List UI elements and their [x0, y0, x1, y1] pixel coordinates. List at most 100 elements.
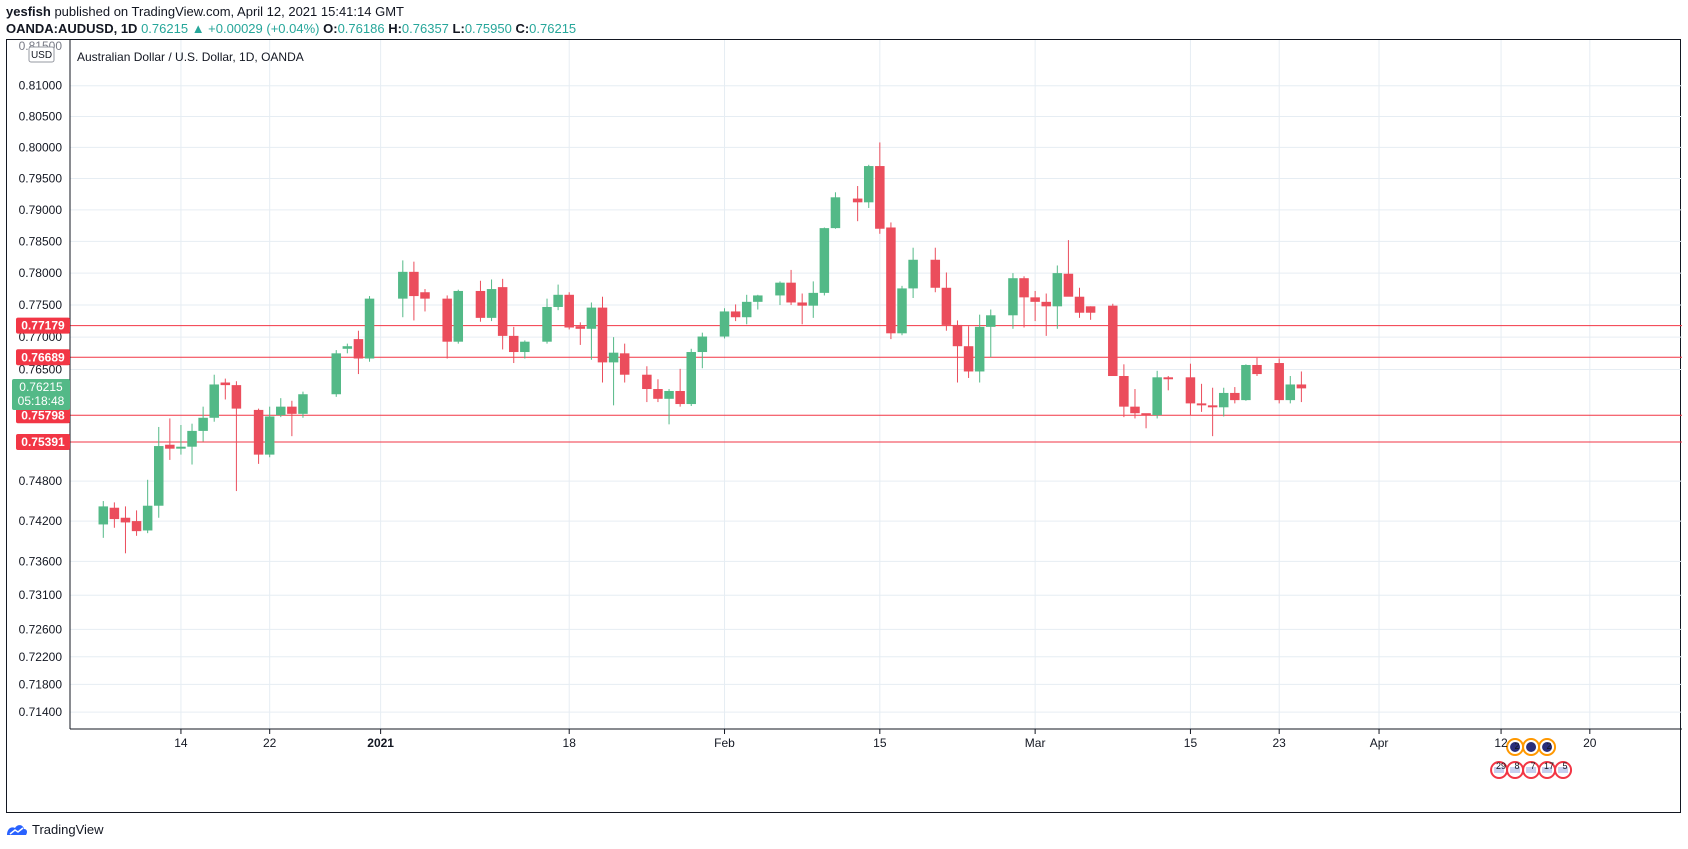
- event-marker-count: 5: [1563, 761, 1568, 771]
- low-value: 0.75950: [464, 21, 512, 36]
- event-marker-count: 2: [1515, 741, 1520, 751]
- x-tick-label: 15: [1184, 736, 1198, 750]
- price-axis: 0.81000 0.80500 0.80000 0.79500 0.79000 0.785…: [19, 40, 63, 719]
- candle-down: [353, 339, 364, 359]
- time-axis: 14 22 2021 18 Feb 15 Mar 15 23 Apr 12 20: [174, 729, 1597, 750]
- x-tick-label: Apr: [1370, 736, 1389, 750]
- event-marker-count: 2: [1547, 741, 1552, 751]
- candle-down: [109, 507, 120, 520]
- open-label: O:: [323, 21, 338, 36]
- candle-down: [619, 353, 630, 375]
- open-value: 0.76186: [337, 21, 385, 36]
- event-marker-count: 8: [1515, 761, 1520, 771]
- candle-up: [974, 326, 985, 372]
- candle-down: [730, 311, 741, 318]
- candle-up: [1218, 392, 1229, 408]
- candle-up: [686, 352, 696, 405]
- candle-down: [1274, 363, 1284, 401]
- level-price-badge: [16, 434, 70, 451]
- candle-up: [542, 306, 552, 342]
- candle-up: [808, 292, 819, 306]
- candle-up: [741, 301, 752, 318]
- candle-down: [653, 389, 663, 399]
- candle-down: [952, 324, 963, 347]
- candle-down: [1163, 377, 1174, 380]
- chart-frame[interactable]: 2 2 29 8 7 17 5 0.81000 0.80500 0.80000 0.79500 0.…: [6, 39, 1682, 814]
- flag-au-icon: [1542, 742, 1553, 752]
- candle-down: [675, 390, 685, 405]
- flag-us-icon: [1494, 767, 1505, 773]
- candlestick-chart[interactable]: 2 229 8 7 17 5 0.810000.805000.800000.795000.…: [7, 40, 1682, 814]
- y-tick-label: 0.80000: [19, 140, 63, 154]
- candle-down: [642, 374, 652, 390]
- footer[interactable]: TradingView: [6, 822, 104, 837]
- flag-us-icon: [1558, 767, 1569, 773]
- candle-up: [1052, 273, 1063, 307]
- candle-down: [1019, 278, 1029, 298]
- close-value: 0.76215: [529, 21, 577, 36]
- candle-up: [553, 294, 563, 307]
- x-tick-label: Mar: [1025, 736, 1046, 750]
- candle-down: [941, 287, 952, 325]
- candle-up: [753, 295, 763, 302]
- candle-down: [1085, 306, 1096, 313]
- candle-down: [420, 292, 430, 299]
- level-price-badge: [16, 349, 70, 366]
- ohlc-line: OANDA:AUDUSD, 1D 0.76215 ▲ +0.00029 (+0.…: [6, 21, 576, 36]
- event-marker-count: 17: [1544, 761, 1554, 771]
- candle-up: [153, 446, 164, 506]
- level-price-badge: [16, 407, 70, 424]
- candle-up: [176, 446, 186, 449]
- candle-down: [1063, 273, 1074, 297]
- candles: [98, 142, 1307, 554]
- y-tick-label: 0.80500: [19, 109, 63, 123]
- y-tick-label: 0.74800: [19, 474, 63, 488]
- candle-up: [342, 346, 353, 349]
- author-name[interactable]: yesfish: [6, 4, 51, 19]
- candle-up: [608, 352, 619, 363]
- last-price-badge: [12, 379, 70, 411]
- candle-down: [963, 346, 974, 372]
- candle-up: [830, 197, 841, 229]
- candle-down: [1074, 296, 1085, 313]
- candle-up: [198, 417, 208, 431]
- event-marker-count: 29: [1496, 761, 1506, 771]
- candle-up: [775, 282, 785, 296]
- candle-down: [131, 521, 142, 532]
- x-tick-label: 14: [174, 736, 188, 750]
- candle-down: [1108, 305, 1118, 377]
- low-label: L:: [452, 21, 465, 36]
- candle-up: [209, 384, 219, 418]
- currency-badge[interactable]: USD: [28, 46, 55, 63]
- candle-down: [597, 307, 608, 363]
- y-tick-label: 0.71400: [19, 705, 63, 719]
- level-price-badge: [16, 317, 70, 334]
- candle-down: [1252, 364, 1262, 375]
- flag-au-icon: [1526, 742, 1537, 752]
- candle-down: [1230, 392, 1240, 401]
- candle-up: [520, 341, 530, 353]
- candle-down: [1030, 297, 1040, 302]
- flag-au-icon: [1510, 742, 1521, 752]
- candle-down: [220, 382, 231, 386]
- candle-down: [797, 302, 807, 306]
- y-tick-label: 0.81000: [19, 79, 63, 93]
- event-markers: 2 2 29 8 7 17 5: [1490, 738, 1573, 779]
- x-tick-label: 18: [563, 736, 577, 750]
- candle-up: [897, 288, 907, 334]
- candle-up: [398, 271, 408, 299]
- candle-up: [1241, 364, 1251, 401]
- level-price-label: 0.75391: [21, 435, 65, 449]
- level-price-label: 0.76689: [21, 350, 65, 364]
- y-tick-label: 0.71800: [19, 677, 63, 691]
- publish-line: yesfish published on TradingView.com, Ap…: [6, 4, 404, 19]
- high-value: 0.76357: [401, 21, 449, 36]
- y-tick-label: 0.73100: [19, 588, 63, 602]
- high-label: H:: [388, 21, 402, 36]
- horizontal-levels: [70, 325, 1682, 443]
- candle-down: [475, 290, 486, 318]
- candle-down: [1185, 377, 1196, 404]
- countdown-label: 05:18:48: [18, 394, 65, 408]
- candle-up: [453, 290, 464, 342]
- chart-title: Australian Dollar / U.S. Dollar, 1D, OAN…: [77, 50, 304, 64]
